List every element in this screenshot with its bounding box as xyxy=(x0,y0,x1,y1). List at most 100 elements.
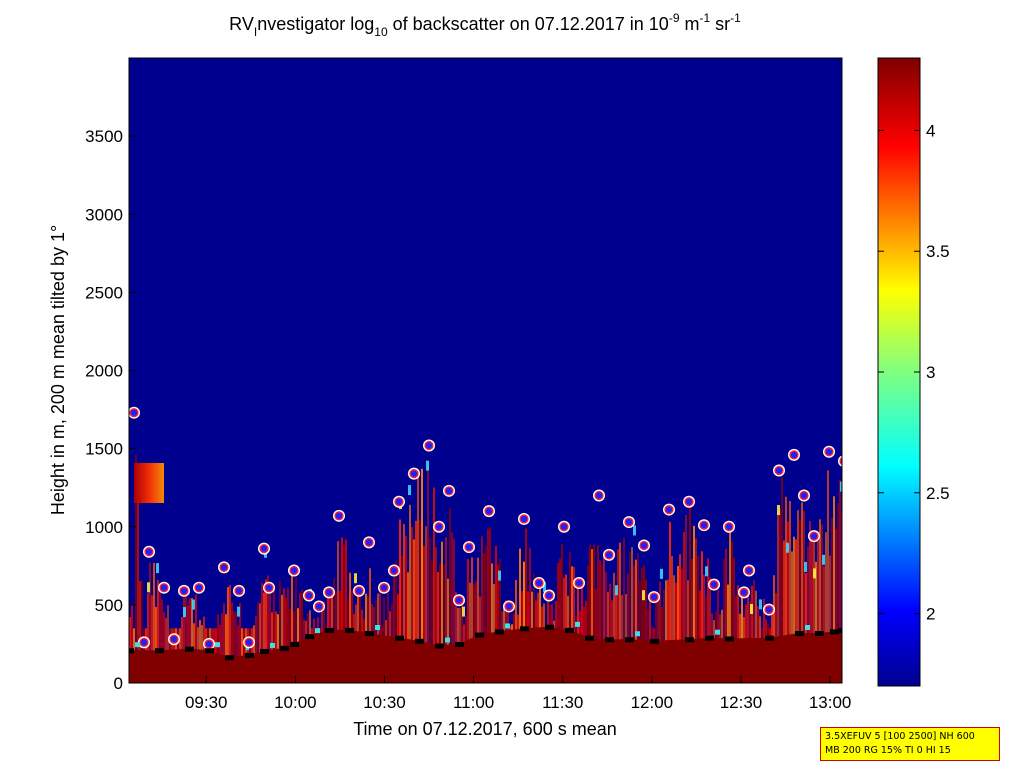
cloud-base-markers xyxy=(129,406,842,650)
title-exp-2: -1 xyxy=(700,11,711,25)
backscatter-column xyxy=(667,579,669,683)
backscatter-edge xyxy=(462,606,465,617)
boundary-cyan-marker xyxy=(848,622,853,627)
backscatter-column xyxy=(491,563,493,683)
backscatter-edge xyxy=(660,568,663,579)
backscatter-column xyxy=(645,579,647,683)
backscatter-edge xyxy=(840,481,842,492)
backscatter-edge xyxy=(642,590,645,601)
backscatter-column xyxy=(727,584,729,683)
title-prefix-sub: I xyxy=(254,25,257,39)
backscatter-column xyxy=(643,565,645,683)
backscatter-column xyxy=(787,521,789,683)
backscatter-edge xyxy=(426,460,429,471)
backscatter-column xyxy=(269,592,271,683)
backscatter-column xyxy=(447,578,449,683)
backscatter-column xyxy=(227,587,229,683)
backscatter-column xyxy=(451,532,453,683)
backscatter-column xyxy=(695,538,697,683)
cloud-base-point xyxy=(683,495,695,508)
backscatter-column xyxy=(217,614,219,683)
backscatter-column xyxy=(561,544,563,683)
backscatter-column xyxy=(793,536,795,683)
backscatter-column xyxy=(785,496,787,683)
backscatter-column xyxy=(167,605,169,683)
backscatter-column xyxy=(827,470,829,683)
backscatter-edge xyxy=(156,563,159,574)
backscatter-column xyxy=(399,519,401,683)
backscatter-column xyxy=(663,589,665,683)
backscatter-column xyxy=(281,594,283,683)
boundary-marker xyxy=(705,635,714,641)
backscatter-column xyxy=(657,594,659,683)
cloud-base-point xyxy=(743,564,755,577)
backscatter-column xyxy=(137,500,139,683)
boundary-cyan-marker xyxy=(715,629,720,635)
backscatter-column xyxy=(131,605,133,683)
backscatter-column xyxy=(287,587,289,683)
backscatter-column xyxy=(141,579,143,683)
boundary-marker xyxy=(185,646,194,652)
colorbar-tick-label: 3 xyxy=(926,363,935,382)
title-prefix: RV xyxy=(229,14,254,34)
cloud-base-point xyxy=(313,600,325,613)
backscatter-column xyxy=(799,520,801,683)
y-tick-label: 500 xyxy=(95,596,123,615)
x-tick-label: 12:00 xyxy=(631,693,674,712)
cloud-base-point xyxy=(603,548,615,561)
backscatter-column xyxy=(587,565,589,683)
cloud-base-point xyxy=(573,577,585,589)
backscatter-column xyxy=(593,544,595,683)
boundary-marker xyxy=(305,634,314,640)
backscatter-column xyxy=(489,527,491,683)
backscatter-column xyxy=(717,589,719,683)
boundary-marker xyxy=(520,626,529,632)
cloud-base-point xyxy=(738,586,750,599)
boundary-marker xyxy=(765,635,774,641)
backscatter-column xyxy=(405,536,407,683)
backscatter-column xyxy=(783,540,785,683)
title-text-1: nvestigator log xyxy=(257,14,374,34)
backscatter-column xyxy=(779,508,781,683)
cloud-base-point xyxy=(138,636,150,649)
backscatter-column xyxy=(737,585,739,683)
boundary-marker xyxy=(625,637,634,643)
backscatter-column xyxy=(729,528,731,683)
cloud-base-point xyxy=(288,564,300,577)
backscatter-column xyxy=(589,544,591,683)
boundary-cyan-marker xyxy=(575,621,580,627)
backscatter-column xyxy=(623,537,625,683)
backscatter-column xyxy=(285,597,287,683)
backscatter-column xyxy=(423,545,425,683)
cloud-base-point xyxy=(158,581,170,594)
x-tick-label: 11:30 xyxy=(542,693,583,712)
backscatter-column xyxy=(455,591,457,683)
cloud-base-point xyxy=(218,561,230,574)
backscatter-column xyxy=(811,534,813,683)
colorbar-tick-label: 3.5 xyxy=(926,242,950,261)
backscatter-column xyxy=(571,566,573,683)
boundary-marker xyxy=(725,636,734,642)
backscatter-column xyxy=(809,520,811,683)
cloud-base-point xyxy=(129,406,140,419)
backscatter-column xyxy=(801,502,803,683)
cloud-base-point xyxy=(263,581,275,594)
backscatter-column xyxy=(449,508,451,683)
cloud-base-point xyxy=(788,448,800,461)
cloud-base-point xyxy=(323,586,335,599)
backscatter-column xyxy=(559,558,561,683)
backscatter-column xyxy=(523,561,525,683)
backscatter-column xyxy=(279,581,281,683)
cloud-base-point xyxy=(363,536,375,549)
cloud-base-point xyxy=(723,520,735,533)
backscatter-column xyxy=(419,520,421,683)
backscatter-column xyxy=(413,539,415,683)
backscatter-column xyxy=(481,536,483,683)
backscatter-edge xyxy=(750,603,753,614)
backscatter-edge xyxy=(633,525,636,536)
backscatter-column xyxy=(637,552,639,683)
backscatter-column xyxy=(411,527,413,683)
cloud-base-point xyxy=(408,467,420,480)
boundary-marker xyxy=(345,627,354,633)
backscatter-edge xyxy=(183,607,186,618)
